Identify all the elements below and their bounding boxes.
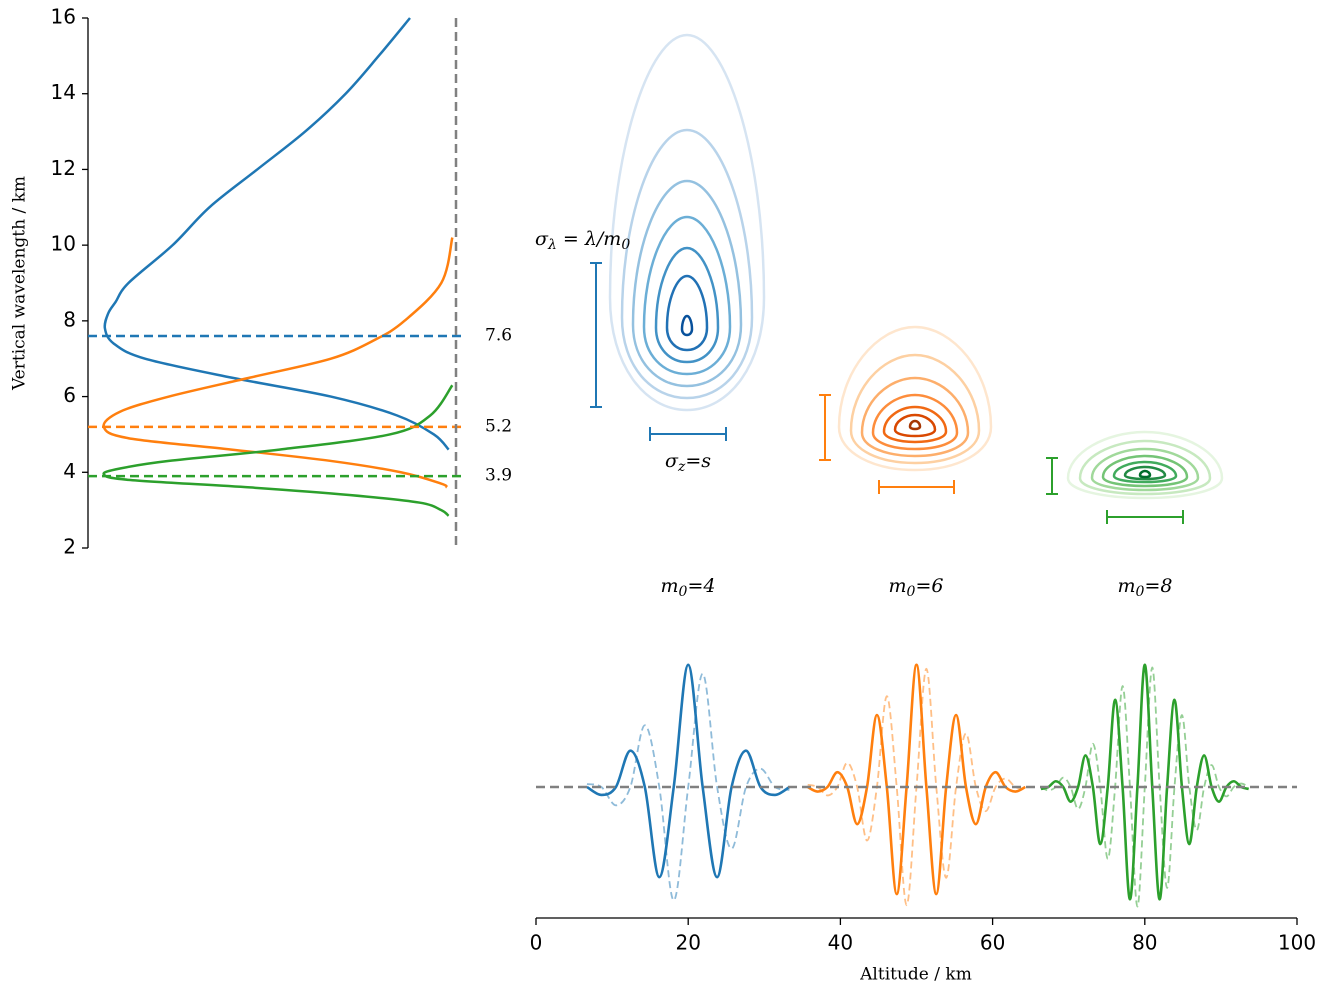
wave-line bbox=[1040, 663, 1250, 901]
contour bbox=[849, 353, 981, 465]
math-text: =4 bbox=[687, 575, 715, 597]
x-axis-label: Altitude / km bbox=[859, 965, 972, 985]
math-label: m0=6 bbox=[889, 575, 944, 600]
peak-label: 7.6 bbox=[485, 326, 512, 346]
x-tick-label: 100 bbox=[1278, 931, 1316, 955]
y-tick-label: 2 bbox=[63, 535, 76, 559]
contour bbox=[620, 128, 754, 400]
contour bbox=[1138, 469, 1152, 479]
contour bbox=[642, 215, 732, 376]
contour bbox=[1112, 460, 1178, 484]
contour bbox=[860, 376, 970, 458]
subscript: 0 bbox=[621, 237, 630, 253]
subscript: 0 bbox=[1136, 584, 1145, 600]
math-text: σ bbox=[535, 228, 549, 250]
contour bbox=[654, 246, 720, 364]
math-text: = λ/m bbox=[557, 228, 621, 250]
contour bbox=[882, 405, 948, 444]
contour bbox=[608, 33, 766, 412]
x-tick-label: 20 bbox=[675, 931, 700, 955]
contour bbox=[680, 314, 694, 337]
math-text: =s bbox=[685, 450, 711, 472]
math-label: m0=8 bbox=[1118, 575, 1173, 600]
peak-label: 3.9 bbox=[485, 466, 512, 486]
contour bbox=[1066, 430, 1224, 500]
x-tick-label: 40 bbox=[828, 931, 853, 955]
x-tick-label: 60 bbox=[980, 931, 1005, 955]
contour bbox=[893, 413, 937, 438]
contour bbox=[908, 419, 922, 431]
y-tick-label: 6 bbox=[63, 383, 76, 407]
contour bbox=[631, 179, 743, 388]
subscript: 0 bbox=[907, 584, 916, 600]
math-text: =8 bbox=[1144, 575, 1172, 597]
y-tick-label: 10 bbox=[51, 232, 76, 256]
x-tick-label: 0 bbox=[530, 931, 543, 955]
math-text: m bbox=[661, 575, 679, 597]
contour bbox=[1123, 465, 1167, 481]
y-axis-label: Vertical wavelength / km bbox=[10, 176, 30, 391]
math-text: m bbox=[889, 575, 907, 597]
contour bbox=[837, 325, 993, 472]
y-tick-label: 8 bbox=[63, 307, 76, 331]
wave-line bbox=[586, 672, 790, 902]
contour bbox=[1090, 447, 1200, 492]
math-text: σ bbox=[665, 450, 679, 472]
spectrum-line bbox=[102, 237, 454, 489]
math-label: σz=s bbox=[665, 450, 711, 475]
spectrum-line bbox=[103, 17, 450, 451]
subscript: λ bbox=[547, 237, 557, 253]
y-tick-label: 16 bbox=[51, 5, 76, 29]
contour bbox=[665, 274, 709, 352]
math-label: σλ = λ/m0 bbox=[535, 228, 630, 253]
contour bbox=[1078, 439, 1212, 496]
spectrum-line bbox=[102, 384, 454, 517]
x-tick-label: 80 bbox=[1132, 931, 1157, 955]
math-text: m bbox=[1118, 575, 1136, 597]
contour bbox=[1101, 454, 1189, 488]
y-tick-label: 4 bbox=[63, 459, 76, 483]
math-text: =6 bbox=[915, 575, 943, 597]
peak-label: 5.2 bbox=[485, 416, 512, 436]
subscript: 0 bbox=[679, 584, 688, 600]
wave-line bbox=[586, 663, 791, 879]
y-tick-label: 14 bbox=[51, 80, 76, 104]
contour bbox=[871, 393, 959, 451]
subscript: z bbox=[677, 459, 686, 475]
math-label: m0=4 bbox=[661, 575, 716, 600]
y-tick-label: 12 bbox=[51, 156, 76, 180]
